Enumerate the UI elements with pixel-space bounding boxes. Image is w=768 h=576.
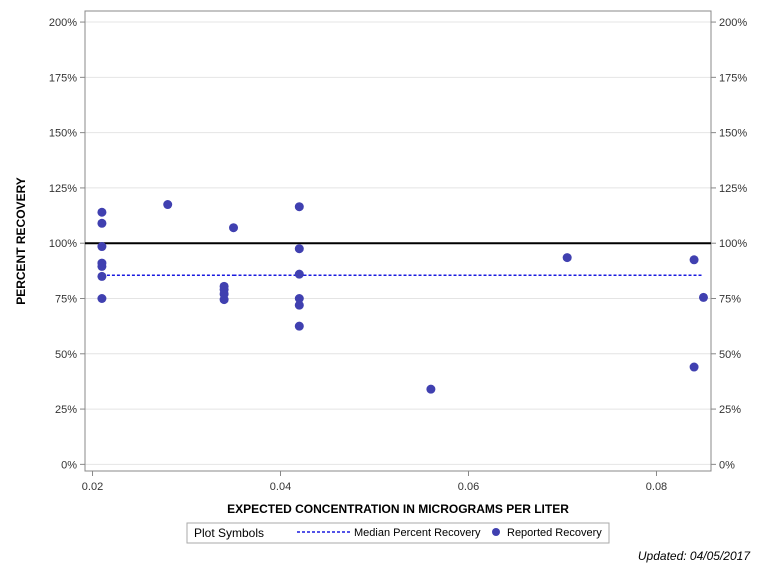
x-tick-label: 0.08 xyxy=(646,481,667,493)
y-tick-label-left: 25% xyxy=(55,404,77,416)
data-point xyxy=(229,223,239,233)
y-axis-right-ticks: 0% 25% 50% 75% 100% 125% 150% 175% 200% xyxy=(711,17,747,471)
x-tick-label: 0.06 xyxy=(458,481,479,493)
data-point xyxy=(689,255,699,265)
legend-median-label: Median Percent Recovery xyxy=(354,527,481,539)
y-tick-label-right: 150% xyxy=(719,128,747,140)
data-point xyxy=(689,362,699,372)
y-axis-title: PERCENT RECOVERY xyxy=(14,177,28,305)
data-point xyxy=(97,207,107,217)
data-point xyxy=(294,202,304,212)
y-tick-label-right: 175% xyxy=(719,72,747,84)
legend-frame xyxy=(186,522,610,544)
y-tick-label-left: 175% xyxy=(49,72,77,84)
y-tick-label-left: 0% xyxy=(61,459,77,471)
y-tick-label-left: 75% xyxy=(55,294,77,306)
data-point xyxy=(97,218,107,228)
y-tick-label-left: 150% xyxy=(49,128,77,140)
legend: Plot Symbols Median Percent Recovery Rep… xyxy=(186,522,610,544)
x-tick-label: 0.02 xyxy=(82,481,103,493)
data-point xyxy=(219,295,229,305)
data-point xyxy=(97,294,107,303)
y-tick-label-right: 25% xyxy=(719,404,741,416)
y-axis-left-ticks: 0% 25% 50% 75% 100% 125% 150% 175% 200% xyxy=(49,17,85,471)
data-point xyxy=(294,294,304,303)
data-point xyxy=(426,384,436,394)
data-point xyxy=(294,269,304,279)
x-axis-title: EXPECTED CONCENTRATION IN MICROGRAMS PER… xyxy=(227,502,569,516)
legend-title: Plot Symbols xyxy=(194,526,264,540)
x-axis-ticks: 0.02 0.04 0.06 0.08 xyxy=(82,471,667,493)
data-point xyxy=(294,300,304,310)
data-point xyxy=(294,321,304,331)
legend-reported-label: Reported Recovery xyxy=(507,527,602,539)
y-tick-label-right: 100% xyxy=(719,238,747,250)
y-tick-label-left: 100% xyxy=(49,238,77,250)
data-point xyxy=(163,200,173,210)
data-point xyxy=(97,242,107,252)
y-tick-label-right: 0% xyxy=(719,459,735,471)
updated-date: Updated: 04/05/2017 xyxy=(638,549,751,563)
y-tick-label-left: 50% xyxy=(55,349,77,361)
data-point xyxy=(97,271,107,281)
y-tick-label-right: 50% xyxy=(719,349,741,361)
y-tick-label-left: 200% xyxy=(49,17,77,29)
data-point xyxy=(97,261,107,271)
data-point xyxy=(562,253,572,263)
y-tick-label-right: 200% xyxy=(719,17,747,29)
data-points xyxy=(97,200,708,394)
y-tick-label-right: 125% xyxy=(719,183,747,195)
data-point xyxy=(698,292,708,302)
y-tick-label-left: 125% xyxy=(49,183,77,195)
plot-area-frame xyxy=(84,10,712,472)
data-point xyxy=(294,244,304,254)
x-tick-label: 0.04 xyxy=(270,481,291,493)
y-tick-label-right: 75% xyxy=(719,294,741,306)
legend-reported-marker xyxy=(492,528,500,536)
